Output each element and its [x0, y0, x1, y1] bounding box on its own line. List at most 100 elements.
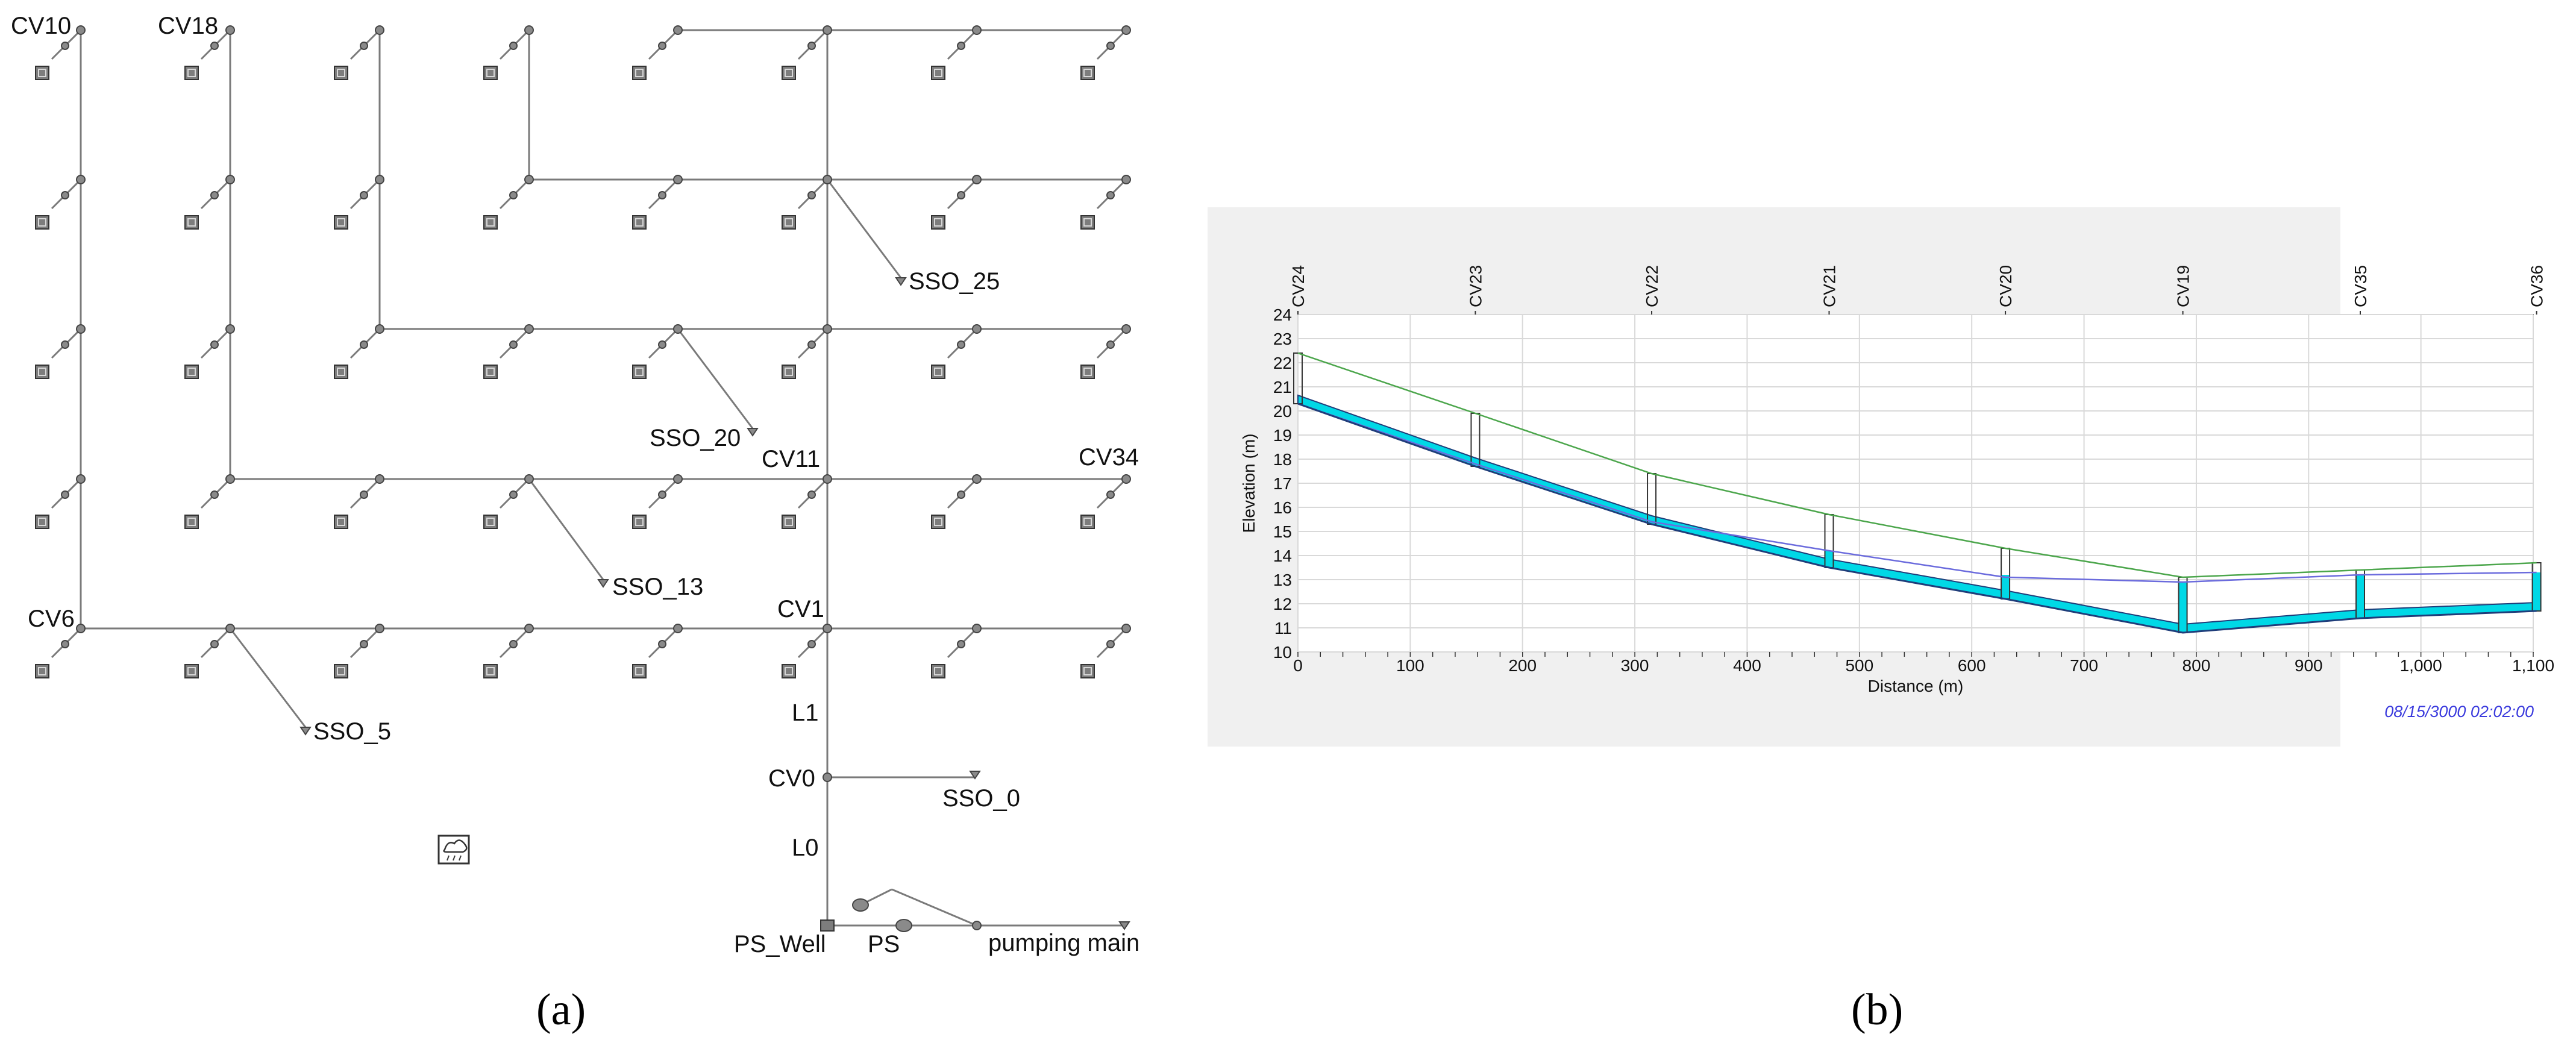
outfall-label-sso25: SSO_25: [909, 268, 1000, 295]
y-tick-label: 16: [1273, 498, 1292, 517]
x-tick-label: 400: [1733, 656, 1761, 675]
subcatchment-icon-inner: [38, 667, 46, 675]
subcatchment-icon: [35, 515, 49, 529]
y-tick-label: 24: [1273, 305, 1292, 324]
subcatchment-icon-inner: [486, 667, 495, 675]
node-name-label: CV21: [1820, 265, 1839, 307]
subcatchment-icon-inner: [187, 518, 196, 526]
subcatchment-icon: [632, 66, 647, 80]
subcatchment-icon-inner: [38, 518, 46, 526]
subcatchment-icon-inner: [337, 518, 345, 526]
outfall-sso0-icon: [969, 771, 981, 780]
subcatchment-icon: [483, 365, 498, 379]
node-water-fill: [2001, 575, 2010, 599]
junction-node-icon: [673, 25, 683, 35]
subcatchment-icon-inner: [38, 218, 46, 227]
subcatchment-icon-inner: [1083, 667, 1092, 675]
subcatchment-junction-icon: [658, 640, 666, 648]
subcatchment-icon-inner: [38, 368, 46, 376]
node-water-fill: [2356, 575, 2364, 618]
outfall-label-sso13: SSO_13: [612, 574, 703, 600]
subcatchment-icon-inner: [635, 667, 644, 675]
subcatchment-icon: [931, 664, 945, 678]
node-name-label: CV36: [2528, 265, 2546, 307]
junction-node-icon: [972, 175, 982, 184]
subcatchment-icon-inner: [635, 518, 644, 526]
junction-node-icon: [823, 474, 832, 484]
pipe-conduit: [891, 888, 977, 927]
network-panel: CV10 CV18 SSO_25 SSO_20 CV11 CV34 SSO_13…: [11, 13, 1139, 1035]
x-axis-title: Distance (m): [1868, 677, 1964, 695]
pipe-conduit: [229, 628, 307, 728]
subcatchment-icon-inner: [1083, 518, 1092, 526]
subcatchment-icon-inner: [934, 69, 942, 77]
subcatchment-icon: [632, 515, 647, 529]
subcatchment-junction-icon: [957, 340, 965, 349]
ground-line: [1297, 352, 2537, 578]
junction-node-icon: [76, 624, 86, 633]
subcatchment-icon: [184, 515, 199, 529]
subcatchment-junction-icon: [210, 490, 219, 499]
junction-node-icon: [225, 324, 235, 334]
junction-node-icon: [225, 624, 235, 633]
subcatchment-icon: [632, 365, 647, 379]
subcatchment-junction-icon: [1106, 340, 1115, 349]
junction-node-icon: [524, 474, 534, 484]
junction-node-icon: [76, 324, 86, 334]
outfall-label-sso0: SSO_0: [942, 785, 1020, 812]
subcatchment-icon: [334, 215, 348, 230]
subcatchment-icon-inner: [337, 667, 345, 675]
subcatchment-icon: [782, 215, 796, 230]
junction-node-icon: [1121, 25, 1131, 35]
node-name-label: CV19: [2174, 265, 2193, 307]
y-tick-label: 19: [1273, 426, 1292, 445]
outfall-sso13-icon: [597, 579, 609, 588]
junction-node-icon: [524, 624, 534, 633]
node-name-label: CV22: [1643, 265, 1661, 307]
x-tick-label: 200: [1508, 656, 1537, 675]
subcatchment-icon: [1080, 215, 1095, 230]
junction-node-icon: [972, 324, 982, 334]
subcatchment-icon: [35, 66, 49, 80]
subcatchment-icon: [184, 215, 199, 230]
outfall-label-sso5: SSO_5: [313, 718, 391, 745]
subcatchment-icon-inner: [486, 218, 495, 227]
subcatchment-junction-icon: [509, 340, 518, 349]
y-tick-label: 18: [1273, 450, 1292, 469]
subcatchment-junction-icon: [1106, 42, 1115, 50]
subcatchment-icon-inner: [635, 69, 644, 77]
junction-node-icon: [823, 175, 832, 184]
subcatchment-icon-inner: [635, 368, 644, 376]
subcatchment-junction-icon: [61, 340, 69, 349]
junction-node-icon: [375, 624, 384, 633]
subcatchment-icon: [782, 515, 796, 529]
subcatchment-icon-inner: [187, 69, 196, 77]
junction-node-icon: [1121, 624, 1131, 633]
x-tick-label: 800: [2183, 656, 2211, 675]
rain-gage-icon: [437, 835, 470, 865]
link-label-l0: L0: [792, 835, 819, 861]
y-tick-label: 20: [1273, 402, 1292, 421]
y-tick-label: 12: [1273, 595, 1292, 613]
junction-node-icon: [76, 25, 86, 35]
subcatchment-icon: [184, 365, 199, 379]
junction-layer: [76, 25, 1131, 930]
subcatchment-icon-inner: [486, 69, 495, 77]
node-water-fill: [2532, 572, 2541, 611]
node-label-ps-well: PS_Well: [734, 931, 826, 957]
subcatchment-icon: [1080, 664, 1095, 678]
subcatchment-icon-inner: [337, 368, 345, 376]
x-tick-label: 900: [2295, 656, 2323, 675]
panel-label-a: (a): [536, 985, 586, 1035]
y-axis-title: Elevation (m): [1239, 434, 1258, 533]
junction-node-icon: [524, 324, 534, 334]
subcatchment-icon: [931, 515, 945, 529]
subcatchment-junction-icon: [1106, 191, 1115, 199]
node-name-label: CV23: [1466, 265, 1485, 307]
node-name-label: CV35: [2351, 265, 2370, 307]
subcatchment-icon: [632, 215, 647, 230]
subcatchment-icon: [184, 66, 199, 80]
subcatchment-icon-inner: [934, 368, 942, 376]
outfall-sso25-icon: [895, 277, 907, 286]
